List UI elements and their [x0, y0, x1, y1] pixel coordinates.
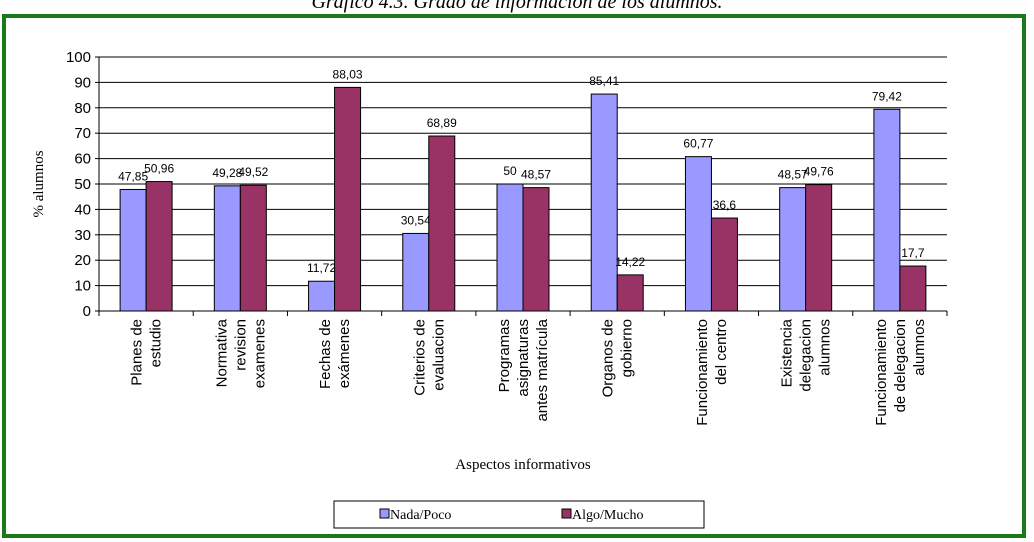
x-axis: Planes de estudio Normativa revision examene… — [98, 310, 948, 426]
x-category-line: revision — [232, 319, 249, 371]
y-tick-label: 40 — [74, 201, 91, 218]
x-category-line: Normativa — [213, 318, 230, 387]
legend-label-algo-mucho: Algo/Mucho — [572, 508, 644, 523]
bar-nada-poco — [119, 188, 147, 312]
bar-algo-mucho — [899, 265, 927, 312]
bar-algo-mucho — [710, 217, 738, 312]
x-category-label: Programas asignaturas antes matrícula — [496, 318, 551, 421]
x-category-line: Funcionamiento — [873, 319, 890, 426]
x-axis-title: Aspectos informativos — [455, 457, 591, 473]
x-category-line: gobierno — [619, 319, 636, 377]
data-label: 48,57 — [521, 168, 551, 182]
legend-swatch-algo-mucho — [561, 508, 572, 519]
data-label: 14,22 — [615, 255, 645, 269]
data-label: 50,96 — [144, 162, 174, 176]
legend-label-nada-poco: Nada/Poco — [390, 508, 451, 523]
x-category-line: de delegacion — [892, 319, 909, 412]
data-label: 47,85 — [118, 169, 148, 183]
legend: Nada/Poco Algo/Mucho — [333, 500, 705, 529]
x-category-line: alumnos — [817, 319, 834, 376]
x-category-label: Funcionamiento de delegacion alumnos — [873, 319, 928, 426]
x-category-line: delegacion — [798, 319, 815, 392]
x-category-line: Planes de — [129, 319, 146, 386]
data-label: 17,7 — [901, 246, 925, 260]
data-label: 36,6 — [713, 198, 737, 212]
x-category-line: examenes — [251, 319, 268, 388]
bar-nada-poco — [590, 93, 618, 312]
bar-nada-poco — [779, 187, 807, 312]
data-label: 68,89 — [427, 116, 457, 130]
bar-algo-mucho — [805, 184, 833, 312]
x-category-label: Normativa revision examenes — [213, 318, 268, 388]
y-axis-title: % alumnos — [31, 150, 47, 217]
x-category-line: alumnos — [911, 319, 928, 376]
y-tick-label: 90 — [74, 74, 91, 91]
data-label: 60,77 — [683, 137, 713, 151]
data-label: 79,42 — [872, 89, 902, 103]
bar-algo-mucho — [616, 274, 644, 312]
x-category-line: antes matrícula — [534, 318, 551, 421]
x-category-line: estudio — [148, 319, 165, 367]
x-category-label: Fechas de exámenes — [317, 319, 353, 389]
y-tick-label: 70 — [74, 125, 91, 142]
bar-nada-poco — [684, 156, 712, 312]
x-category-label: Criterios de evaluacion — [411, 319, 447, 396]
x-category-label: Organos de gobierno — [600, 319, 636, 397]
data-label: 50 — [503, 164, 517, 178]
x-category-line: Programas — [496, 319, 513, 392]
data-label: 49,76 — [804, 165, 834, 179]
bar-algo-mucho — [239, 184, 267, 312]
y-tick-label: 80 — [74, 100, 91, 117]
bar-nada-poco — [496, 183, 524, 312]
data-label: 49,52 — [238, 165, 268, 179]
legend-box — [333, 500, 705, 529]
legend-swatch-nada-poco — [379, 508, 390, 519]
y-tick-label: 30 — [74, 227, 91, 244]
bar-algo-mucho — [522, 187, 550, 312]
bar-algo-mucho — [145, 181, 173, 312]
y-axis: 0 10 20 30 40 50 60 70 80 90 100 — [66, 49, 100, 320]
bar-nada-poco — [402, 232, 430, 312]
x-category-line: Funcionamiento — [694, 319, 711, 426]
x-category-line: Fechas de — [317, 319, 334, 389]
x-category-label: Existencia delegacion alumnos — [779, 318, 834, 391]
data-label: 49,28 — [212, 166, 242, 180]
data-label: 85,41 — [589, 74, 619, 88]
y-tick-label: 50 — [74, 176, 91, 193]
data-label: 88,03 — [333, 67, 363, 81]
x-category-line: asignaturas — [515, 319, 532, 397]
bar-nada-poco — [213, 185, 241, 312]
y-tick-label: 20 — [74, 252, 91, 269]
x-category-line: exámenes — [336, 319, 353, 388]
x-category-line: Criterios de — [411, 319, 428, 396]
bar-nada-poco — [308, 280, 336, 312]
data-label: 11,72 — [307, 261, 336, 275]
bar-nada-poco — [873, 108, 901, 312]
x-category-label: Planes de estudio — [129, 319, 165, 386]
y-tick-label: 100 — [66, 49, 91, 66]
x-category-label: Funcionamiento del centro — [694, 319, 730, 426]
bar-algo-mucho — [428, 135, 456, 312]
x-category-line: Existencia — [779, 318, 796, 387]
x-category-line: del centro — [713, 319, 730, 385]
data-label: 30,54 — [401, 213, 431, 227]
x-category-line: evaluacion — [430, 319, 447, 391]
y-tick-label: 10 — [74, 278, 91, 295]
chart-caption: Gráfico 4.3. Grado de información de los… — [311, 0, 723, 13]
y-tick-label: 60 — [74, 151, 91, 168]
data-label: 48,57 — [778, 168, 808, 182]
bar-algo-mucho — [334, 86, 362, 312]
y-tick-label: 0 — [83, 303, 91, 320]
x-category-line: Organos de — [600, 319, 617, 397]
